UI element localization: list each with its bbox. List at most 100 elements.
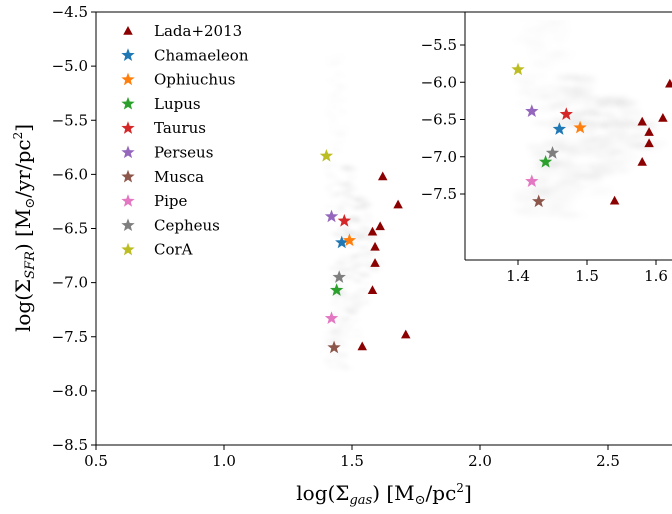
inset-density-speck <box>595 154 615 157</box>
inset-density-speck <box>592 188 613 191</box>
density-speck <box>338 302 347 305</box>
inset-density-speck <box>605 119 619 121</box>
density-speck <box>325 206 335 208</box>
inset-density-speck <box>567 122 583 125</box>
inset-density-speck <box>512 194 526 196</box>
inset-y-tick-label: −7.5 <box>421 185 457 203</box>
density-speck <box>334 363 343 364</box>
inset-point-cora <box>511 62 525 76</box>
inset-point-lada-2013 <box>644 138 654 148</box>
density-speck <box>330 149 339 150</box>
legend-label-lupus: Lupus <box>154 95 201 113</box>
density-speck <box>341 203 351 206</box>
inset-density-speck <box>521 83 534 85</box>
inset-density-speck <box>514 196 528 198</box>
inset-density-speck <box>585 149 609 151</box>
inset-density-speck <box>553 191 575 193</box>
density-speck <box>331 183 341 185</box>
density-speck <box>360 274 370 276</box>
inset-density-speck <box>572 96 596 99</box>
inset-y-tick-label: −5.5 <box>421 36 457 54</box>
density-speck <box>326 185 333 187</box>
density-speck <box>325 110 335 111</box>
density-speck <box>358 199 370 201</box>
inset-density-speck <box>545 210 566 212</box>
density-speck <box>369 235 377 238</box>
density-speck <box>331 296 342 298</box>
density-speck <box>339 268 349 271</box>
inset-density-speck <box>547 22 561 24</box>
density-speck <box>333 282 342 285</box>
density-speck <box>357 264 365 266</box>
inset-density-speck <box>539 95 558 97</box>
inset-density-speck <box>530 195 550 197</box>
density-speck <box>351 197 359 199</box>
inset-axes: 1.4 1.5 1.6 −7.5 −7.0 −6.5 −6.0 −5.5 <box>421 11 672 285</box>
inset-density-speck <box>524 74 546 77</box>
point-lada-2013 <box>375 221 385 231</box>
y-tick-label: −4.5 <box>52 3 88 21</box>
density-speck <box>328 332 336 333</box>
density-speck <box>367 252 378 255</box>
inset-density-speck <box>592 173 615 175</box>
inset-density-speck <box>596 137 612 139</box>
inset-density-speck <box>635 147 652 149</box>
inset-density-speck <box>616 136 641 139</box>
inset-density-speck <box>534 35 546 37</box>
density-speck <box>348 311 359 314</box>
density-speck <box>360 227 370 229</box>
density-speck <box>342 298 354 301</box>
density-speck <box>333 334 341 336</box>
density-speck <box>350 271 362 273</box>
density-speck <box>335 263 345 265</box>
density-speck <box>348 308 359 310</box>
inset-density-speck <box>619 162 632 164</box>
density-speck <box>325 364 333 365</box>
inset-density-speck <box>527 30 545 32</box>
density-speck <box>352 301 363 303</box>
density-speck <box>333 193 342 196</box>
inset-density-speck <box>563 114 582 116</box>
density-speck <box>342 194 349 196</box>
density-speck <box>341 319 348 321</box>
density-speck <box>347 171 354 173</box>
density-speck <box>339 333 349 334</box>
inset-density-speck <box>593 122 608 125</box>
inset-density-speck <box>565 75 580 78</box>
point-lada-2013 <box>367 226 378 236</box>
inset-point-lada-2013 <box>609 195 620 205</box>
density-speck <box>353 329 362 331</box>
density-speck <box>333 234 341 236</box>
inset-density-speck <box>531 180 548 183</box>
density-speck <box>353 233 364 235</box>
legend-label-chamaeleon: Chamaeleon <box>154 46 249 64</box>
density-speck <box>335 180 342 182</box>
density-speck <box>358 302 369 304</box>
density-speck <box>346 309 353 311</box>
y-tick-label: −5.5 <box>52 111 88 129</box>
inset-density-speck <box>573 77 596 79</box>
x-tick-label: 1.0 <box>212 452 236 470</box>
density-speck <box>364 220 374 222</box>
inset-density-speck <box>536 107 556 110</box>
legend-label-pipe: Pipe <box>154 192 187 210</box>
density-speck <box>365 229 375 231</box>
density-speck <box>352 299 360 301</box>
point-lada-2013 <box>370 241 380 251</box>
density-speck <box>342 337 351 338</box>
density-speck <box>339 291 347 293</box>
inset-x-tick-label: 1.6 <box>644 267 668 285</box>
legend-marker-taurus <box>121 121 135 134</box>
inset-point-cepheus <box>545 146 560 159</box>
density-speck <box>329 132 338 133</box>
inset-density-speck <box>520 89 544 91</box>
inset-density-speck <box>531 190 551 192</box>
density-speck <box>337 100 344 101</box>
density-speck <box>352 335 364 337</box>
inset-density-speck <box>553 180 576 183</box>
density-speck <box>330 339 341 340</box>
inset-density-speck <box>645 146 661 149</box>
inset-density-speck <box>573 87 593 89</box>
y-tick-label: −8.5 <box>52 436 88 454</box>
density-speck <box>342 235 351 237</box>
